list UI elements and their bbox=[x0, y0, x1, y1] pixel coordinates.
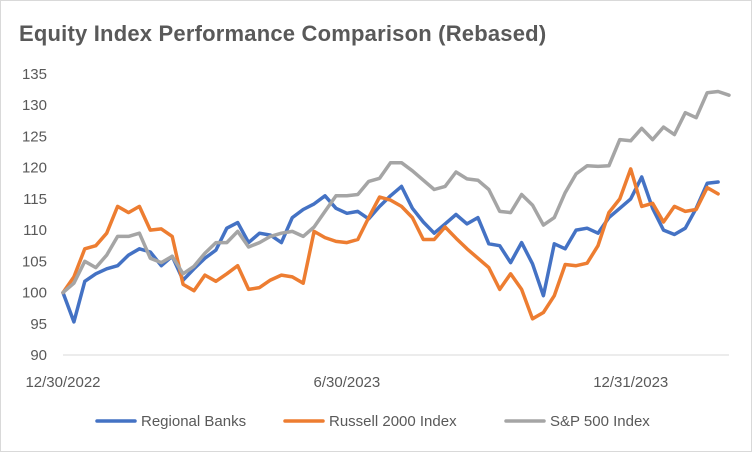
y-tick-label: 125 bbox=[22, 128, 47, 145]
y-tick-label: 120 bbox=[22, 160, 47, 177]
series-line-s-p-500-index bbox=[61, 89, 731, 295]
series-line-russell-2000-index bbox=[61, 167, 720, 321]
legend-label: S&P 500 Index bbox=[550, 413, 650, 430]
y-tick-label: 95 bbox=[30, 316, 47, 333]
y-tick-label: 130 bbox=[22, 97, 47, 114]
y-tick-label: 100 bbox=[22, 285, 47, 302]
x-tick-label: 6/30/2023 bbox=[314, 374, 381, 391]
y-tick-label: 105 bbox=[22, 253, 47, 270]
legend-label: Regional Banks bbox=[141, 413, 246, 430]
x-tick-label: 12/31/2023 bbox=[593, 374, 668, 391]
y-tick-label: 115 bbox=[23, 191, 47, 208]
y-tick-label: 135 bbox=[22, 66, 47, 83]
y-tick-label: 90 bbox=[30, 347, 47, 364]
y-tick-label: 110 bbox=[23, 222, 47, 239]
chart-title: Equity Index Performance Comparison (Reb… bbox=[19, 21, 547, 46]
x-tick-label: 12/30/2022 bbox=[25, 374, 100, 391]
legend-label: Russell 2000 Index bbox=[329, 413, 457, 430]
